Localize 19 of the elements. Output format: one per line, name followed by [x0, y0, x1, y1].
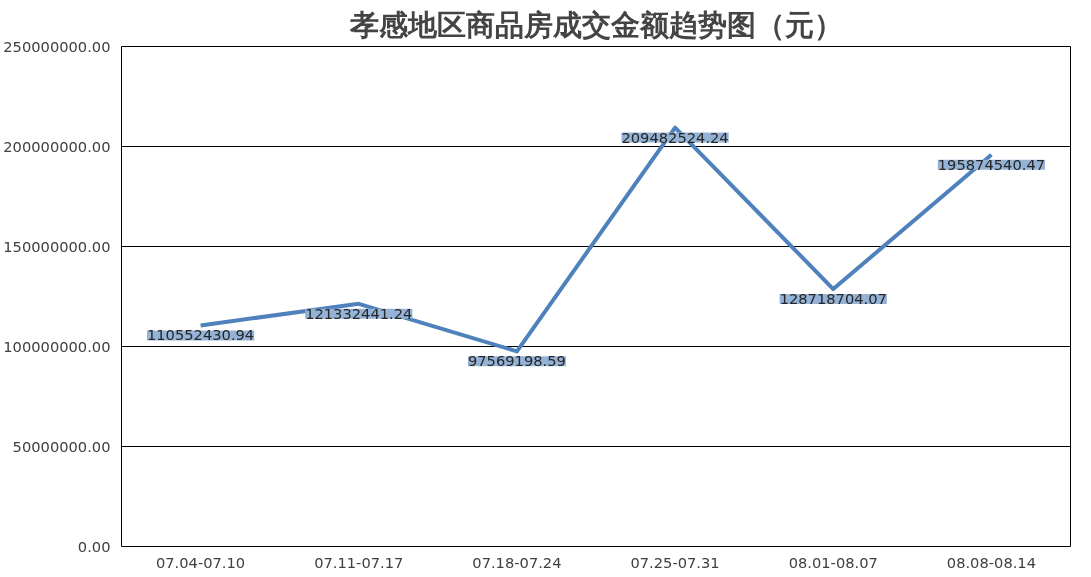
x-tick-label: 07.18-07.24: [472, 553, 562, 571]
x-tick-label: 08.01-08.07: [788, 553, 878, 571]
y-tick-label: 50000000.00: [12, 437, 111, 455]
x-tick-label: 07.25-07.31: [630, 553, 720, 571]
y-tick-label: 250000000.00: [3, 37, 111, 55]
x-tick-label: 07.11-07.17: [314, 553, 404, 571]
chart-title: 孝感地区商品房成交金额趋势图（元）: [348, 7, 843, 42]
x-tick-label: 07.04-07.10: [155, 553, 246, 571]
y-tick-label: 100000000.00: [3, 337, 111, 355]
data-label: 121332441.24: [305, 304, 413, 322]
y-tick-label: 200000000.00: [3, 137, 111, 155]
data-label: 195874540.47: [937, 155, 1046, 173]
data-label: 97569198.59: [467, 352, 566, 370]
data-label: 209482524.24: [621, 128, 729, 146]
y-tick-label: 150000000.00: [3, 237, 111, 255]
y-tick-label: 0.00: [77, 537, 111, 555]
x-tick-label: 08.08-08.14: [946, 553, 1037, 571]
data-label: 128718704.07: [779, 290, 887, 308]
data-label: 110552430.94: [146, 326, 255, 344]
